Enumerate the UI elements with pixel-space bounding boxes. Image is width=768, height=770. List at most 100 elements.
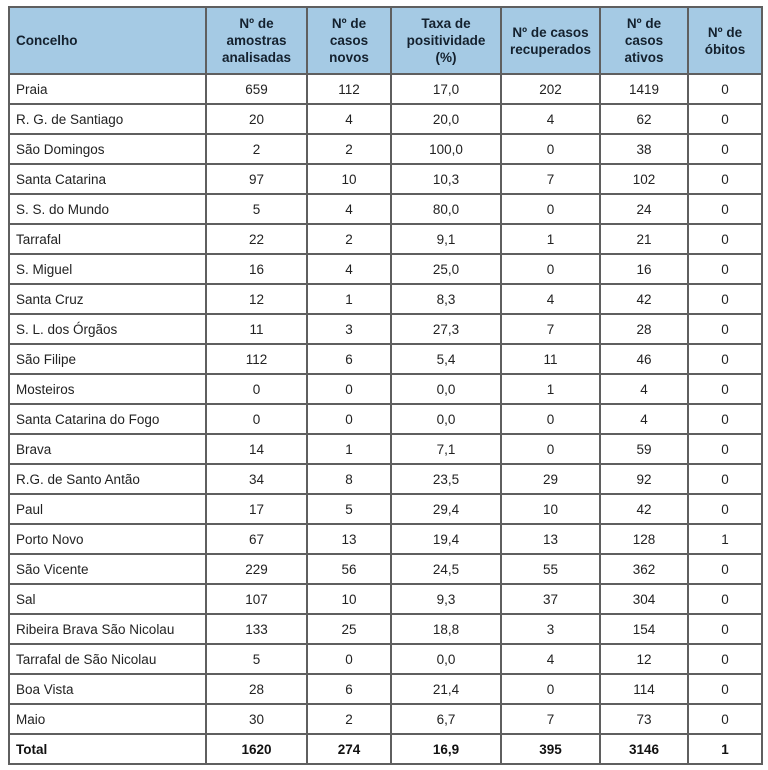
table-cell: 17,0 [390,73,502,105]
table-cell: 11 [205,313,308,345]
table-cell: 0 [687,673,763,705]
table-cell: 6,7 [390,703,502,735]
report-table-container: Concelho Nº de amostras analisadas Nº de c… [8,6,763,765]
column-header-amostras: Nº de amostras analisadas [205,6,308,75]
table-row: R.G. de Santo Antão 34 8 23,5 29 92 0 [8,463,763,495]
table-cell: 67 [205,523,308,555]
table-row: Santa Cruz 12 1 8,3 4 42 0 [8,283,763,315]
row-label: Maio [8,703,207,735]
table-cell: 42 [599,283,689,315]
table-cell: 1419 [599,73,689,105]
table-cell: 9,1 [390,223,502,255]
table-cell: 16 [205,253,308,285]
table-cell: 229 [205,553,308,585]
table-row: Tarrafal de São Nicolau 5 0 0,0 4 12 0 [8,643,763,675]
row-label: São Domingos [8,133,207,165]
table-cell: 0 [687,73,763,105]
table-cell: 27,3 [390,313,502,345]
table-cell: 28 [205,673,308,705]
table-cell: 0 [687,283,763,315]
row-label: Praia [8,73,207,105]
table-cell: 659 [205,73,308,105]
table-cell: 0 [687,643,763,675]
table-cell: 0 [687,613,763,645]
table-cell: 10 [500,493,601,525]
row-label: Tarrafal de São Nicolau [8,643,207,675]
table-cell: 1 [500,223,601,255]
table-cell: 6 [306,343,392,375]
table-cell: 11 [500,343,601,375]
table-cell: 304 [599,583,689,615]
column-header-casos-novos: Nº de casos novos [306,6,392,75]
table-cell: 0,0 [390,643,502,675]
table-cell: 0 [687,463,763,495]
table-cell: 8 [306,463,392,495]
table-cell: 0 [687,193,763,225]
table-row: Tarrafal 22 2 9,1 1 21 0 [8,223,763,255]
table-cell: 10,3 [390,163,502,195]
row-label: S. S. do Mundo [8,193,207,225]
table-cell: 25,0 [390,253,502,285]
table-cell: 0 [500,253,601,285]
table-cell: 30 [205,703,308,735]
table-cell: 37 [500,583,601,615]
table-cell: 29,4 [390,493,502,525]
table-row: São Filipe 112 6 5,4 11 46 0 [8,343,763,375]
table-cell: 114 [599,673,689,705]
total-cell: 1 [687,733,763,765]
table-cell: 4 [500,103,601,135]
table-cell: 10 [306,583,392,615]
table-header-row: Concelho Nº de amostras analisadas Nº de c… [8,6,763,75]
table-cell: 22 [205,223,308,255]
table-cell: 4 [306,193,392,225]
table-cell: 4 [599,403,689,435]
table-cell: 12 [599,643,689,675]
table-cell: 2 [205,133,308,165]
total-cell: 1620 [205,733,308,765]
table-cell: 0,0 [390,373,502,405]
table-cell: 0 [687,703,763,735]
table-row: S. L. dos Órgãos 11 3 27,3 7 28 0 [8,313,763,345]
table-cell: 112 [205,343,308,375]
row-label: São Vicente [8,553,207,585]
table-row: R. G. de Santiago 20 4 20,0 4 62 0 [8,103,763,135]
table-cell: 80,0 [390,193,502,225]
table-cell: 4 [306,103,392,135]
table-cell: 97 [205,163,308,195]
table-cell: 0 [687,103,763,135]
table-cell: 7 [500,313,601,345]
table-cell: 112 [306,73,392,105]
table-cell: 5 [205,193,308,225]
table-cell: 20,0 [390,103,502,135]
column-header-taxa: Taxa de positividade (%) [390,6,502,75]
table-cell: 0 [500,673,601,705]
table-cell: 16 [599,253,689,285]
table-cell: 17 [205,493,308,525]
table-row: Brava 14 1 7,1 0 59 0 [8,433,763,465]
table-cell: 0 [500,133,601,165]
table-cell: 8,3 [390,283,502,315]
table-cell: 62 [599,103,689,135]
column-header-recuperados: Nº de casos recuperados [500,6,601,75]
table-row: Mosteiros 0 0 0,0 1 4 0 [8,373,763,405]
table-cell: 20 [205,103,308,135]
table-cell: 42 [599,493,689,525]
total-cell: 16,9 [390,733,502,765]
table-cell: 362 [599,553,689,585]
table-cell: 23,5 [390,463,502,495]
row-label: S. L. dos Órgãos [8,313,207,345]
row-label: R. G. de Santiago [8,103,207,135]
table-cell: 102 [599,163,689,195]
column-header-obitos: Nº de óbitos [687,6,763,75]
row-label: S. Miguel [8,253,207,285]
total-row: Total 1620 274 16,9 395 3146 1 [8,733,763,765]
table-row: Ribeira Brava São Nicolau 133 25 18,8 3 154 0 [8,613,763,645]
table-row: S. S. do Mundo 5 4 80,0 0 24 0 [8,193,763,225]
table-cell: 0 [687,403,763,435]
table-cell: 25 [306,613,392,645]
table-cell: 34 [205,463,308,495]
table-row: Boa Vista 28 6 21,4 0 114 0 [8,673,763,705]
table-cell: 7 [500,703,601,735]
table-cell: 19,4 [390,523,502,555]
table-cell: 21,4 [390,673,502,705]
